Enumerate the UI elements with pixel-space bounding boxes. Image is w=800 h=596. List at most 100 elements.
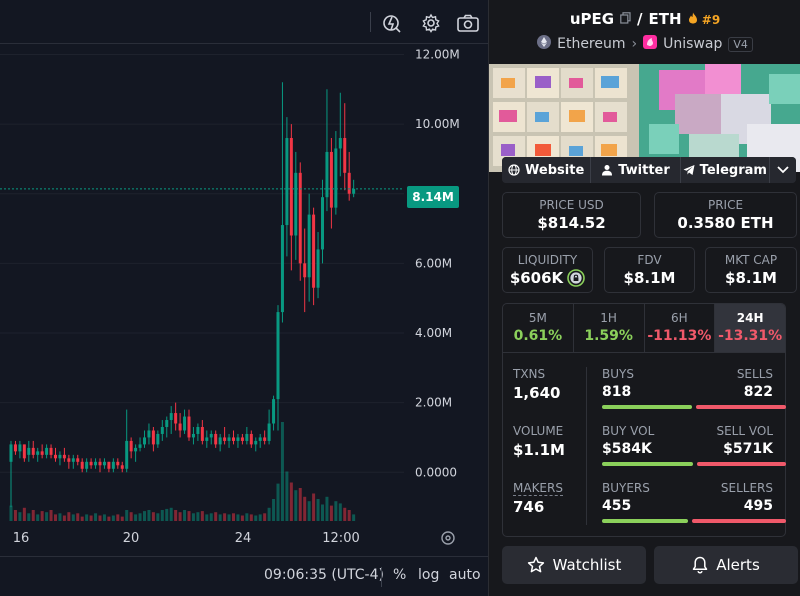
buy-vol-label: BUY VOL	[602, 424, 655, 438]
candle-body	[76, 458, 80, 462]
percent-toggle[interactable]: %	[393, 567, 407, 583]
candle-body	[227, 437, 231, 441]
volume-bar	[334, 501, 338, 521]
volume-bar	[254, 515, 258, 521]
candle-body	[334, 148, 338, 208]
base-symbol: uPEG	[569, 10, 615, 28]
volume-bar	[343, 507, 347, 521]
tab-6h[interactable]: 6H -11.13%	[645, 304, 716, 352]
fire-icon	[688, 12, 697, 23]
candle-body	[347, 172, 351, 194]
volume-bar	[307, 501, 311, 521]
mktcap-label: MKT CAP	[724, 253, 778, 267]
timeframe-tabs: 5M 0.61% 1H 1.59% 6H -11.13% 24H -13.31%	[502, 303, 786, 353]
chart-settings-icon[interactable]	[441, 531, 455, 545]
volume-bar	[143, 511, 146, 521]
volume-bar	[352, 514, 356, 521]
candle-body	[36, 451, 40, 455]
volume-bar	[62, 515, 66, 521]
sellers-label: SELLERS	[720, 481, 773, 495]
candle-body	[303, 263, 307, 278]
tab-1h[interactable]: 1H 1.59%	[574, 304, 645, 352]
chart-toolbar	[0, 0, 488, 44]
volume-bar	[227, 514, 231, 521]
volume-bar	[116, 514, 120, 521]
x-tick-label: 24	[235, 531, 252, 546]
candle-body	[71, 458, 75, 462]
volume-bar	[191, 513, 195, 521]
log-toggle[interactable]: log	[418, 567, 440, 583]
volume-bar	[67, 512, 71, 521]
alerts-button[interactable]: Alerts	[654, 546, 798, 584]
volume-bar	[267, 507, 271, 521]
volume-bar	[36, 514, 40, 521]
alerts-label: Alerts	[716, 556, 760, 574]
copy-icon[interactable]	[620, 10, 631, 28]
x-tick-label: 12:00	[322, 531, 359, 546]
candle-body	[321, 197, 324, 250]
y-tick-label: 0.0000	[415, 465, 457, 479]
dex-name[interactable]: Uniswap	[663, 36, 723, 52]
lock-icon[interactable]	[567, 269, 585, 287]
makers-label[interactable]: MAKERS	[513, 481, 563, 496]
volume-bar	[258, 514, 262, 521]
candle-body	[174, 413, 178, 424]
price-native-label: PRICE	[707, 198, 744, 212]
txn-divider	[586, 367, 587, 525]
candle-body	[191, 433, 195, 438]
volume-bar	[54, 514, 57, 521]
candle-body	[258, 437, 262, 441]
trending-rank[interactable]: #9	[688, 12, 721, 27]
buy-vol-value: $584K	[602, 441, 652, 457]
version-badge: V4	[728, 36, 753, 52]
candle-body	[232, 437, 235, 441]
candle-body	[98, 461, 102, 466]
liquidity-label: LIQUIDITY	[517, 253, 578, 267]
chevron-down-icon	[777, 166, 789, 174]
sell-vol-value: $571K	[723, 441, 773, 457]
twitter-button[interactable]: Twitter	[591, 157, 681, 183]
more-links-button[interactable]	[769, 157, 796, 183]
volume-bar	[40, 511, 44, 521]
buys-value: 818	[602, 384, 632, 400]
user-icon	[602, 165, 613, 176]
candle-body	[156, 433, 160, 445]
candle-body	[125, 440, 129, 469]
volume-bar	[49, 510, 53, 521]
telegram-button[interactable]: Telegram	[680, 157, 770, 183]
sellers-value: 495	[743, 498, 773, 514]
candle-body	[27, 447, 31, 455]
volume-bar	[178, 512, 182, 521]
candle-body	[143, 437, 146, 445]
sells-value: 822	[743, 384, 773, 400]
tab-24h[interactable]: 24H -13.31%	[715, 304, 785, 352]
auto-toggle[interactable]: auto	[449, 567, 481, 583]
indicator-icon[interactable]	[379, 10, 405, 36]
y-tick-label: 10.00M	[415, 117, 460, 131]
sells-bar	[696, 405, 786, 409]
fdv-value: $8.1M	[623, 269, 676, 287]
camera-icon[interactable]	[455, 10, 481, 36]
gear-icon[interactable]	[418, 10, 444, 36]
tab-5m-label: 5M	[528, 311, 547, 325]
tab-5m[interactable]: 5M 0.61%	[503, 304, 574, 352]
candle-body	[169, 413, 173, 421]
candle-body	[85, 461, 89, 469]
volume-bar	[125, 510, 129, 521]
rank-value: #9	[701, 12, 721, 27]
candle-body	[62, 454, 66, 459]
token-banner-image	[489, 64, 800, 172]
candle-body	[165, 420, 169, 427]
candle-body	[352, 188, 356, 194]
liquidity-value: $606K	[509, 269, 564, 287]
volume-bar	[289, 482, 293, 521]
website-button[interactable]: Website	[502, 157, 592, 183]
candle-body	[338, 138, 342, 149]
chain-name[interactable]: Ethereum	[557, 36, 626, 52]
volume-bar	[151, 512, 155, 521]
ethereum-icon	[537, 35, 552, 53]
candle-body	[223, 437, 227, 441]
watchlist-button[interactable]: Watchlist	[502, 546, 646, 584]
